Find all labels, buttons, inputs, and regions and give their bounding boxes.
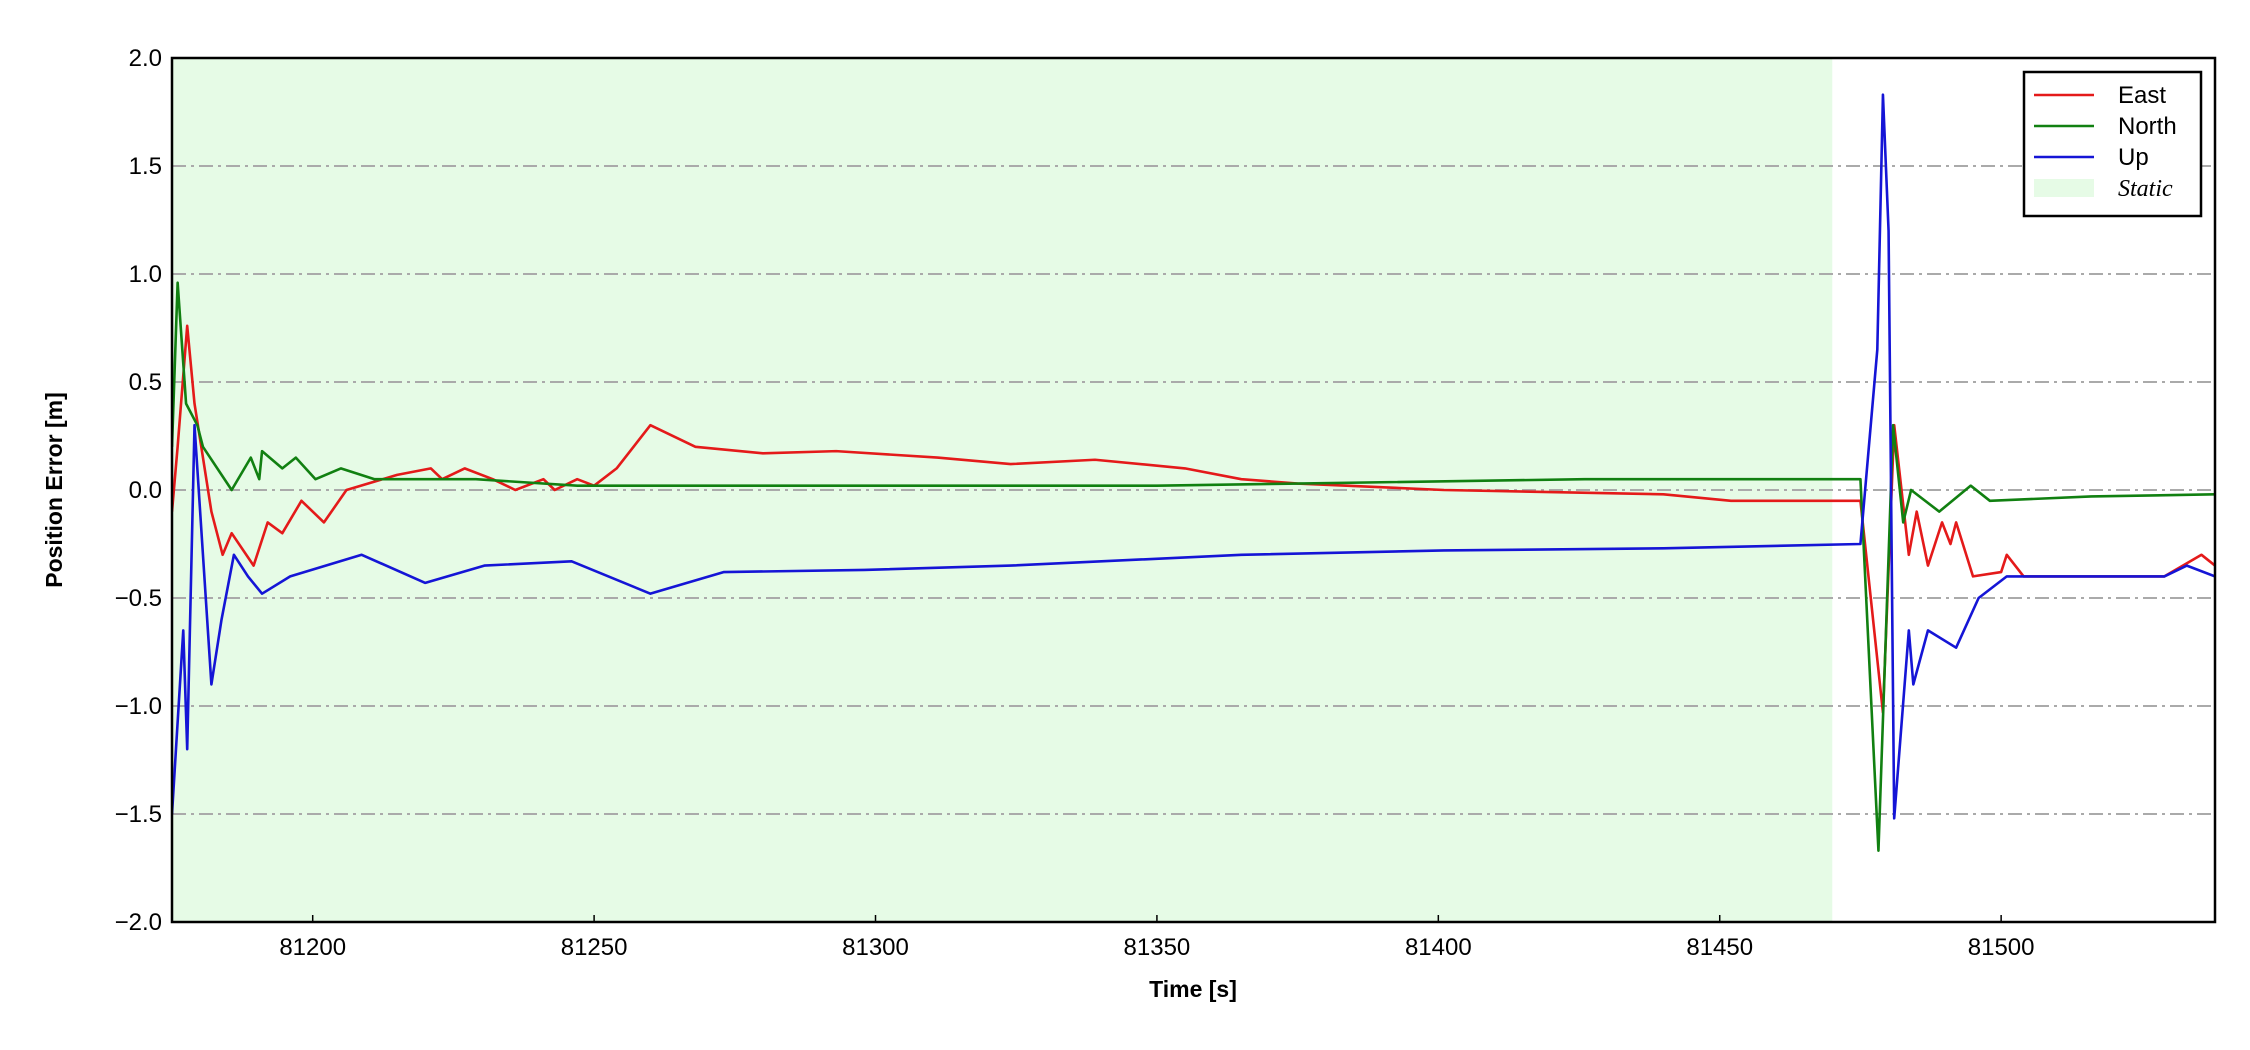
legend-label: Up <box>2118 144 2149 171</box>
y-tick-label: 0.5 <box>129 369 162 396</box>
legend-swatch <box>2034 179 2094 197</box>
series-line <box>172 281 2215 853</box>
y-tick-label: 2.0 <box>129 45 162 72</box>
x-tick-label: 81350 <box>1124 934 1191 961</box>
x-axis-label: Time [s] <box>1149 976 1237 1002</box>
x-tick-label: 81200 <box>279 934 346 961</box>
series-line <box>172 93 2215 820</box>
plot-lines <box>172 93 2215 853</box>
legend-label: East <box>2118 82 2166 109</box>
y-tick-label: −2.0 <box>115 909 162 936</box>
y-tick-label: 0.0 <box>129 477 162 504</box>
x-tick-label: 81300 <box>842 934 909 961</box>
y-tick-label: −1.0 <box>115 693 162 720</box>
y-tick-label: 1.0 <box>129 261 162 288</box>
x-tick-label: 81500 <box>1968 934 2035 961</box>
y-tick-label: −0.5 <box>115 585 162 612</box>
x-tick-label: 81400 <box>1405 934 1472 961</box>
y-tick-label: −1.5 <box>115 801 162 828</box>
x-tick-label: 81250 <box>561 934 628 961</box>
y-tick-label: 1.5 <box>129 153 162 180</box>
legend-label: North <box>2118 113 2177 140</box>
legend-label: Static <box>2118 176 2173 202</box>
y-axis-label: Position Error [m] <box>41 392 67 588</box>
plot-frame <box>170 56 2217 924</box>
x-tick-label: 81450 <box>1686 934 1753 961</box>
series-line <box>172 324 2215 714</box>
